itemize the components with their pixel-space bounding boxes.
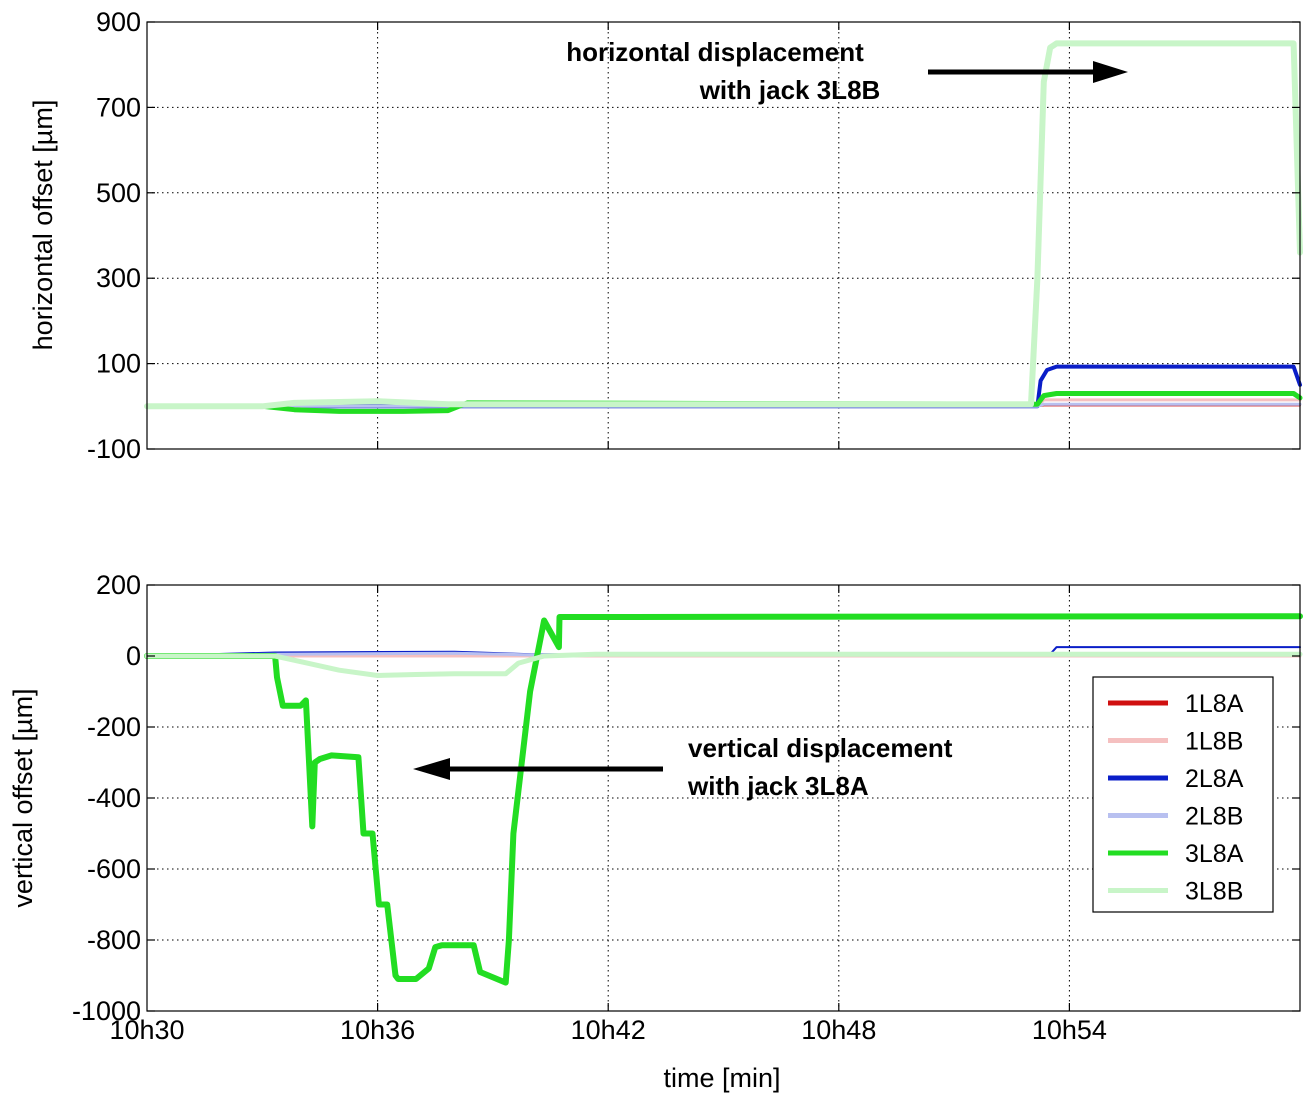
x-tick-labels: 10h30 10h36 10h42 10h48 10h54: [109, 1015, 1106, 1045]
x-tick-label: 10h36: [340, 1015, 415, 1045]
y-tick-label: -100: [87, 434, 141, 464]
y-tick-label: -400: [87, 783, 141, 813]
series-line-3l8b: [144, 40, 1303, 410]
y-tick-label: 200: [96, 570, 141, 600]
y-tick-label: 100: [96, 349, 141, 379]
legend-label-1l8a: 1L8A: [1185, 690, 1244, 718]
legend-label-1l8b: 1L8B: [1185, 728, 1243, 756]
legend-label-2l8a: 2L8A: [1185, 765, 1244, 793]
tick-marks: [147, 21, 1300, 450]
arrow-right-icon: [1093, 61, 1128, 83]
y-axis-label: vertical offset [µm]: [8, 688, 38, 907]
tick-marks: [147, 584, 1300, 1012]
x-tick-label: 10h30: [109, 1015, 184, 1045]
y-tick-label: 900: [96, 7, 141, 37]
series-layer: [144, 40, 1303, 414]
y-tick-label: 500: [96, 178, 141, 208]
y-tick-labels: 900 700 500 300 100 -100: [87, 7, 141, 464]
series-line-3l8a: [144, 613, 1303, 986]
legend-label-3l8b: 3L8B: [1185, 878, 1243, 906]
annotation-line-1: horizontal displacement: [566, 37, 864, 67]
y-tick-label: -800: [87, 925, 141, 955]
x-tick-label: 10h54: [1032, 1015, 1107, 1045]
top-panel-horizontal: 900 700 500 300 100 -100 horizontal offset [µ…: [28, 7, 1303, 464]
x-tick-label: 10h42: [571, 1015, 646, 1045]
y-tick-label: 700: [96, 92, 141, 122]
y-tick-label: -600: [87, 854, 141, 884]
arrow-left-icon: [413, 758, 450, 780]
y-axis-label: horizontal offset [µm]: [28, 100, 58, 351]
grid: [147, 22, 1300, 449]
legend-box: [1092, 676, 1274, 913]
legend-label-2l8b: 2L8B: [1185, 803, 1243, 831]
series-layer: [144, 613, 1303, 986]
annotation-line-1: vertical displacement: [688, 733, 953, 763]
annotation-line-2: with jack 3L8A: [687, 771, 869, 801]
annotation-vertical: vertical displacement with jack 3L8A: [413, 733, 953, 801]
y-tick-label: 0: [126, 641, 141, 671]
x-tick-label: 10h48: [801, 1015, 876, 1045]
y-tick-label: -200: [87, 712, 141, 742]
y-tick-labels: 200 0 -200 -400 -600 -800 -1000: [72, 570, 141, 1026]
legend-label-3l8a: 3L8A: [1185, 840, 1244, 868]
y-tick-label: -1000: [72, 996, 141, 1026]
annotation-horizontal: horizontal displacement with jack 3L8B: [566, 37, 1128, 105]
x-axis-label: time [min]: [663, 1063, 780, 1093]
series-line-3l8b: [144, 651, 1303, 678]
annotation-line-2: with jack 3L8B: [699, 75, 881, 105]
plot-area: [147, 22, 1300, 449]
axes-box: [146, 21, 1301, 450]
legend: 1L8A 1L8B 2L8A 2L8B 3L8A 3L8B: [1092, 676, 1274, 913]
y-tick-label: 300: [96, 263, 141, 293]
bottom-panel-vertical: 200 0 -200 -400 -600 -800 -1000 10h30 10h36 10h4…: [8, 570, 1303, 1093]
